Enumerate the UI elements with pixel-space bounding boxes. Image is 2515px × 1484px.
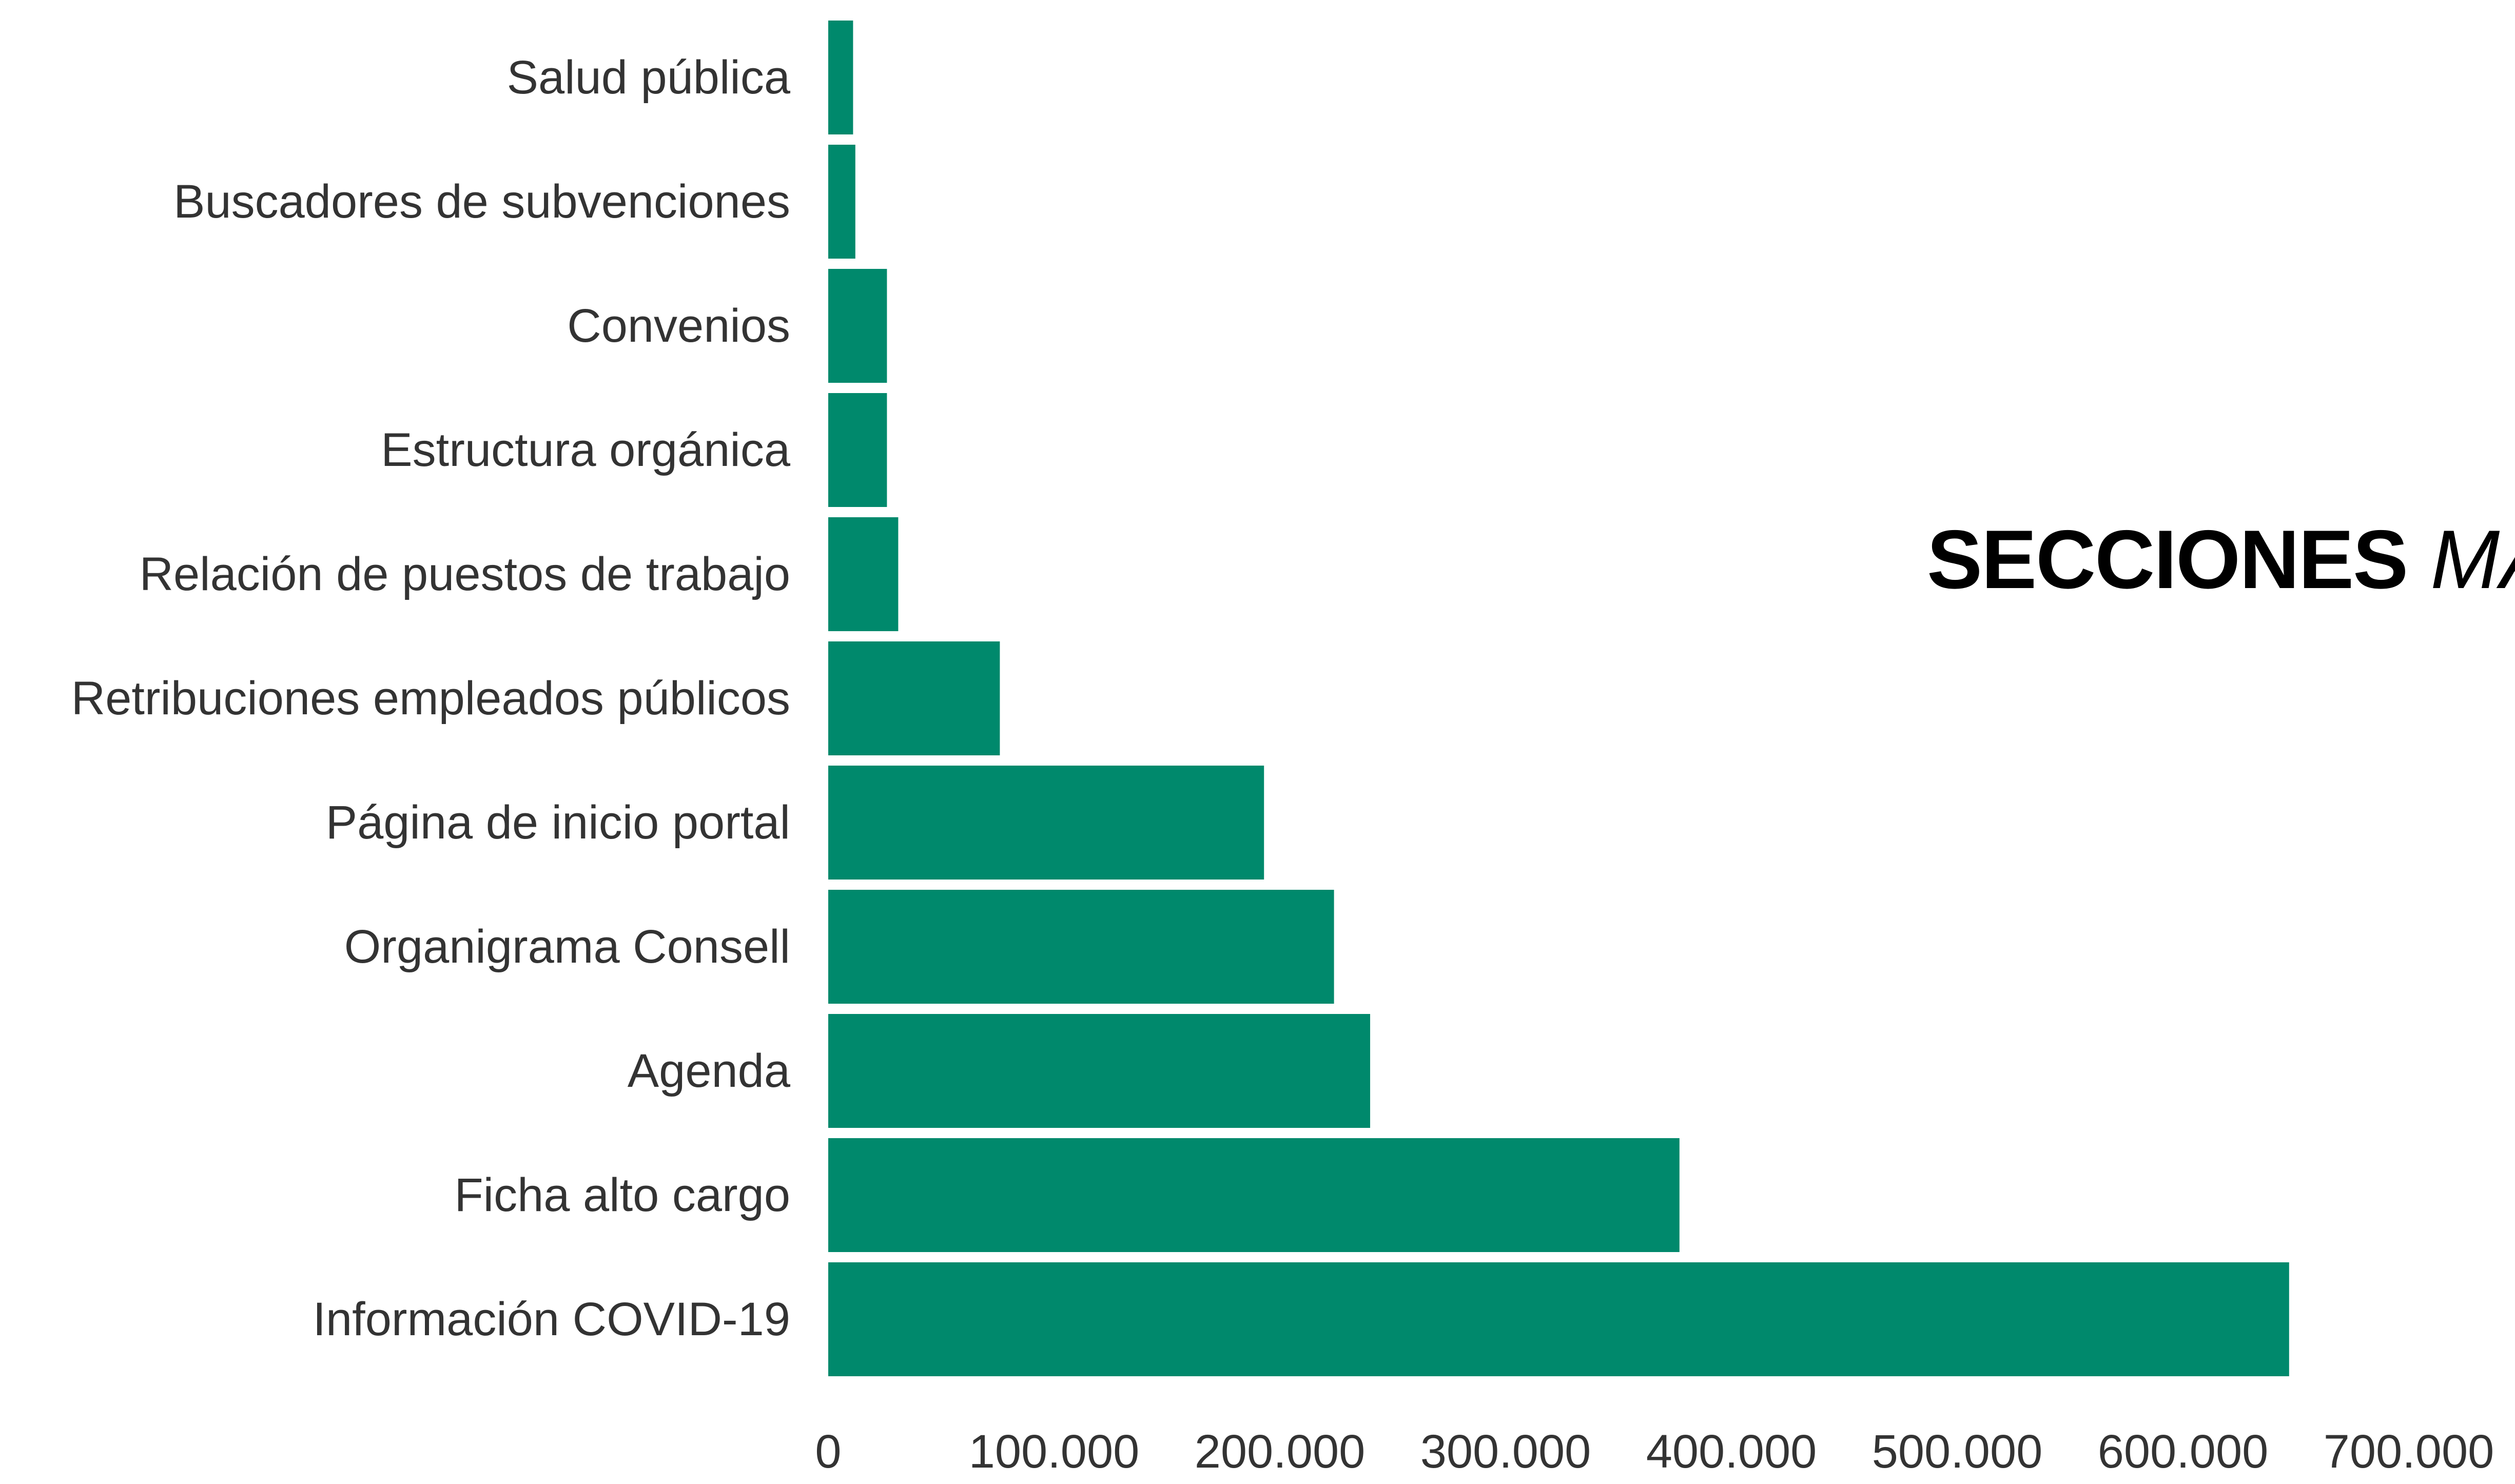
x-tick-label-6: 600.000	[2098, 1426, 2269, 1478]
category-label-2: Convenios	[567, 300, 790, 352]
bar-5	[828, 641, 1000, 755]
headline: SECCIONES MÁ	[1927, 518, 2515, 601]
bar-10	[828, 1262, 2289, 1376]
bar-7	[828, 890, 1334, 1004]
x-tick-label-1: 100.000	[969, 1426, 1140, 1478]
bars-group	[828, 21, 2289, 1376]
x-tick-label-2: 200.000	[1195, 1426, 1366, 1478]
x-tick-label-5: 500.000	[1872, 1426, 2043, 1478]
bar-4	[828, 517, 899, 631]
category-label-8: Agenda	[628, 1045, 791, 1097]
category-label-0: Salud pública	[507, 51, 791, 104]
bar-3	[828, 393, 887, 507]
category-label-1: Buscadores de subvenciones	[173, 175, 790, 228]
category-labels: Salud pública Buscadores de subvenciones C…	[71, 51, 791, 1345]
x-axis-tick-labels: 0 100.000 200.000 300.000 400.000 500.000 600.…	[815, 1426, 2494, 1478]
category-label-3: Estructura orgánica	[381, 424, 791, 476]
bar-1	[828, 145, 855, 259]
category-label-10: Información COVID-19	[313, 1293, 790, 1345]
category-label-9: Ficha alto cargo	[454, 1169, 790, 1221]
headline-bold: SECCIONES	[1927, 513, 2408, 606]
x-tick-label-7: 700.000	[2324, 1426, 2494, 1478]
x-tick-label-4: 400.000	[1646, 1426, 1817, 1478]
category-label-6: Página de inicio portal	[326, 796, 790, 849]
category-label-7: Organigrama Consell	[344, 921, 790, 973]
x-tick-label-0: 0	[815, 1426, 841, 1478]
bar-2	[828, 269, 887, 383]
bar-9	[828, 1138, 1680, 1252]
x-tick-label-3: 300.000	[1420, 1426, 1591, 1478]
category-label-4: Relación de puestos de trabajo	[140, 548, 790, 600]
bar-6	[828, 766, 1264, 880]
bar-8	[828, 1014, 1370, 1128]
headline-italic: MÁ	[2430, 513, 2515, 606]
category-label-5: Retribuciones empleados públicos	[71, 672, 790, 725]
bar-0	[828, 21, 853, 134]
